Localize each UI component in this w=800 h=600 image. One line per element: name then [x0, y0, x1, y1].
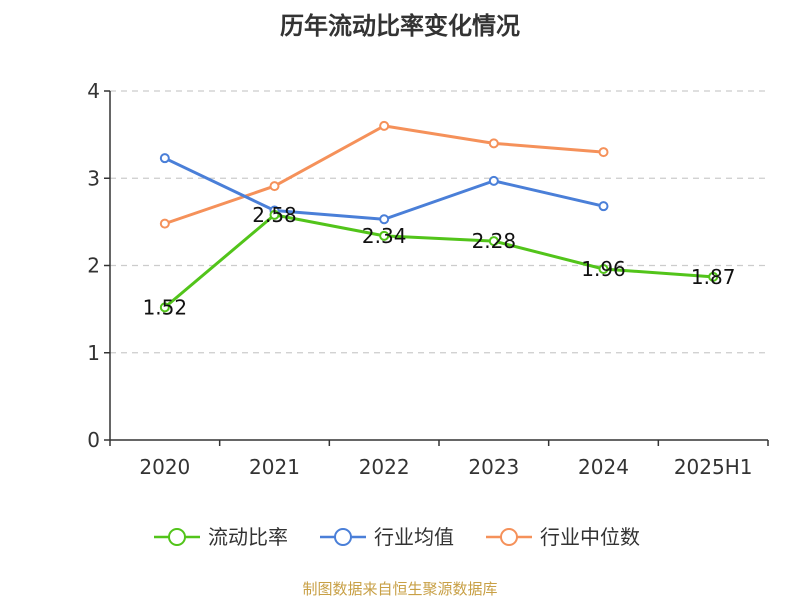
data-point[interactable] — [488, 236, 499, 247]
series-line — [163, 213, 714, 309]
data-label: 2.34 — [362, 224, 407, 248]
x-tick-label: 2024 — [578, 455, 629, 479]
x-tick-label: 2022 — [359, 455, 410, 479]
series-line — [164, 124, 604, 226]
data-point[interactable] — [598, 147, 609, 158]
data-point[interactable] — [269, 209, 280, 220]
grid-lines — [110, 90, 768, 354]
series-lines — [159, 120, 719, 313]
y-tick-label: 1 — [87, 341, 100, 365]
data-point[interactable] — [708, 271, 719, 282]
data-label: 2.28 — [472, 229, 517, 253]
data-point[interactable] — [159, 153, 170, 164]
legend-marker — [168, 528, 186, 546]
y-tick-label: 3 — [87, 166, 100, 190]
data-labels: 1.52 2.58 2.34 2.28 1.96 1.87 — [143, 203, 736, 319]
data-point[interactable] — [598, 263, 609, 274]
legend[interactable]: 流动比率 行业均值 行业中位数 — [154, 525, 640, 549]
data-point[interactable] — [379, 230, 390, 241]
x-tick-label: 2021 — [249, 455, 300, 479]
x-tick-label: 2025H1 — [674, 455, 753, 479]
data-point[interactable] — [379, 120, 390, 131]
chart-title: 历年流动比率变化情况 — [280, 12, 520, 40]
legend-label: 行业中位数 — [540, 525, 640, 549]
series-line — [164, 156, 604, 221]
data-label: 1.96 — [581, 257, 626, 281]
legend-label: 行业均值 — [374, 525, 454, 549]
series-2 — [159, 120, 609, 229]
data-point[interactable] — [269, 181, 280, 192]
data-label: 1.87 — [691, 265, 736, 289]
data-point[interactable] — [159, 218, 170, 229]
data-point[interactable] — [598, 201, 609, 212]
data-label: 2.58 — [252, 203, 297, 227]
legend-item-0[interactable]: 流动比率 — [154, 525, 288, 549]
data-point[interactable] — [159, 302, 170, 313]
y-tick-label: 0 — [87, 428, 100, 452]
axes: 0 1 2 3 4 2020 2021 2022 2023 2024 2025H1 — [87, 79, 769, 479]
data-point[interactable] — [488, 138, 499, 149]
series-1 — [159, 153, 609, 225]
legend-item-1[interactable]: 行业均值 — [320, 525, 454, 549]
source-note: 制图数据来自恒生聚源数据库 — [302, 580, 497, 598]
data-point[interactable] — [379, 214, 390, 225]
legend-item-2[interactable]: 行业中位数 — [486, 525, 640, 549]
legend-marker — [334, 528, 352, 546]
y-tick-label: 4 — [87, 79, 100, 103]
legend-label: 流动比率 — [208, 525, 288, 549]
legend-marker — [500, 528, 518, 546]
series-0 — [159, 209, 719, 313]
data-point[interactable] — [488, 175, 499, 186]
y-tick-label: 2 — [87, 254, 100, 278]
x-tick-label: 2020 — [139, 455, 190, 479]
x-tick-label: 2023 — [468, 455, 519, 479]
data-label: 1.52 — [143, 295, 188, 319]
